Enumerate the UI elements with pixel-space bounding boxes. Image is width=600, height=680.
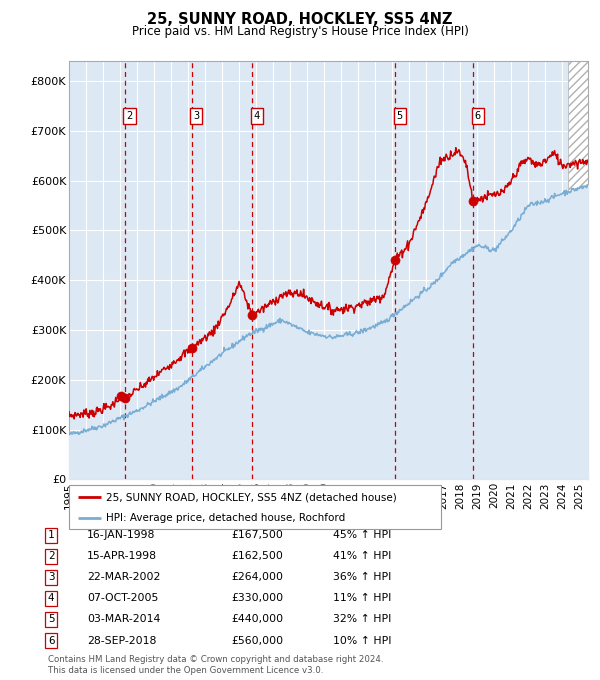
Text: 6: 6 <box>48 636 54 645</box>
Text: 3: 3 <box>48 573 54 582</box>
Text: £330,000: £330,000 <box>231 594 283 603</box>
Text: 15-APR-1998: 15-APR-1998 <box>87 551 157 561</box>
Text: 25, SUNNY ROAD, HOCKLEY, SS5 4NZ (detached house): 25, SUNNY ROAD, HOCKLEY, SS5 4NZ (detach… <box>106 492 397 503</box>
Text: 11% ↑ HPI: 11% ↑ HPI <box>333 594 391 603</box>
Text: 36% ↑ HPI: 36% ↑ HPI <box>333 573 391 582</box>
Text: £162,500: £162,500 <box>231 551 283 561</box>
Text: 45% ↑ HPI: 45% ↑ HPI <box>333 530 391 540</box>
Text: 5: 5 <box>397 111 403 121</box>
Text: 28-SEP-2018: 28-SEP-2018 <box>87 636 157 645</box>
Text: This data is licensed under the Open Government Licence v3.0.: This data is licensed under the Open Gov… <box>48 666 323 675</box>
Text: 10% ↑ HPI: 10% ↑ HPI <box>333 636 392 645</box>
Text: £264,000: £264,000 <box>231 573 283 582</box>
Bar <box>568 61 588 479</box>
Text: 07-OCT-2005: 07-OCT-2005 <box>87 594 158 603</box>
Text: 6: 6 <box>475 111 481 121</box>
Text: 41% ↑ HPI: 41% ↑ HPI <box>333 551 391 561</box>
Text: 5: 5 <box>48 615 54 624</box>
Text: 22-MAR-2002: 22-MAR-2002 <box>87 573 160 582</box>
Text: Price paid vs. HM Land Registry's House Price Index (HPI): Price paid vs. HM Land Registry's House … <box>131 25 469 38</box>
Text: £167,500: £167,500 <box>231 530 283 540</box>
Text: 2: 2 <box>127 111 133 121</box>
FancyBboxPatch shape <box>69 485 441 529</box>
Text: Contains HM Land Registry data © Crown copyright and database right 2024.: Contains HM Land Registry data © Crown c… <box>48 656 383 664</box>
Text: £440,000: £440,000 <box>231 615 283 624</box>
Text: 1: 1 <box>48 530 54 540</box>
Text: 4: 4 <box>253 111 260 121</box>
Text: 32% ↑ HPI: 32% ↑ HPI <box>333 615 391 624</box>
Text: £560,000: £560,000 <box>231 636 283 645</box>
Text: 03-MAR-2014: 03-MAR-2014 <box>87 615 160 624</box>
Text: 3: 3 <box>193 111 199 121</box>
Text: HPI: Average price, detached house, Rochford: HPI: Average price, detached house, Roch… <box>106 513 346 523</box>
Text: 2: 2 <box>48 551 54 561</box>
Text: 4: 4 <box>48 594 54 603</box>
Text: 25, SUNNY ROAD, HOCKLEY, SS5 4NZ: 25, SUNNY ROAD, HOCKLEY, SS5 4NZ <box>147 12 453 27</box>
Text: 16-JAN-1998: 16-JAN-1998 <box>87 530 155 540</box>
